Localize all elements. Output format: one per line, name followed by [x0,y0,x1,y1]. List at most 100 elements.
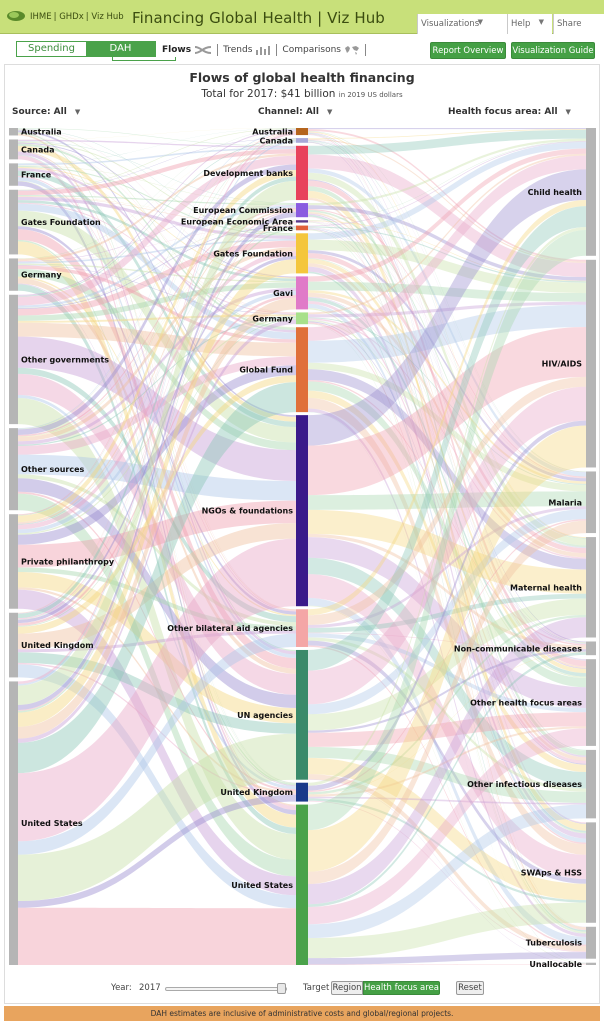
flow-link[interactable] [18,141,296,235]
focus-node[interactable] [586,926,596,959]
flow-link[interactable] [18,210,296,443]
nav-visualizations[interactable]: Visualizations ▼ [417,14,507,34]
flow-link[interactable] [18,225,296,262]
flow-link[interactable] [18,139,296,430]
flow-link[interactable] [18,318,296,627]
target-region-button[interactable]: Region [331,981,363,995]
flow-link[interactable] [308,216,586,930]
flow-link[interactable] [308,210,586,548]
flow-link[interactable] [308,506,586,628]
flow-link[interactable] [18,195,296,205]
channel-node[interactable] [296,203,308,218]
flow-link[interactable] [18,196,296,221]
flow-link[interactable] [18,130,296,429]
flow-link[interactable] [308,637,586,792]
flow-link[interactable] [18,664,296,909]
flow-link[interactable] [18,493,296,877]
flow-link[interactable] [18,319,296,743]
flow-link[interactable] [308,598,586,945]
flow-link[interactable] [308,649,586,733]
channel-filter[interactable]: Channel: All ▼ [258,107,332,117]
flow-link[interactable] [18,131,296,516]
flow-link[interactable] [308,138,586,263]
flow-link[interactable] [18,132,296,652]
flow-link[interactable] [308,197,586,930]
flow-link[interactable] [308,266,586,839]
flow-link[interactable] [308,964,586,965]
source-node[interactable] [9,294,18,425]
flow-link[interactable] [308,779,586,965]
flow-link[interactable] [18,128,296,259]
flow-link[interactable] [308,318,586,559]
flow-link[interactable] [18,177,296,659]
source-filter[interactable]: Source: All ▼ [12,107,80,117]
flow-link[interactable] [18,239,296,786]
focus-node[interactable] [586,641,596,656]
flow-link[interactable] [18,142,296,278]
flow-link[interactable] [308,800,586,953]
flow-link[interactable] [308,138,586,206]
flow-link[interactable] [308,645,586,947]
flow-link[interactable] [18,587,296,794]
flow-link[interactable] [18,264,296,315]
flow-link[interactable] [308,250,586,482]
source-node[interactable] [9,612,18,678]
flow-link[interactable] [308,614,586,795]
source-node[interactable] [9,514,18,609]
flow-link[interactable] [18,284,296,834]
flow-link[interactable] [18,229,296,669]
tab-trends[interactable]: Trends [223,45,271,55]
year-slider[interactable] [165,987,287,991]
flow-link[interactable] [18,226,296,309]
flow-link[interactable] [308,190,586,831]
focus-node[interactable] [586,128,596,256]
channel-node[interactable] [296,220,308,223]
flow-link[interactable] [308,221,586,758]
flow-link[interactable] [18,589,296,896]
flow-link[interactable] [18,251,296,530]
flow-link[interactable] [308,239,586,294]
flow-link[interactable] [18,133,296,807]
flow-link[interactable] [18,474,296,627]
flow-link[interactable] [18,196,296,226]
flow-link[interactable] [18,138,296,297]
flow-link[interactable] [308,129,586,155]
channel-node[interactable] [296,327,308,413]
flow-link[interactable] [308,179,586,643]
flow-link[interactable] [18,204,296,262]
flow-link[interactable] [18,239,296,264]
flow-link[interactable] [308,598,586,731]
flow-link[interactable] [18,175,296,612]
flow-link[interactable] [18,227,296,620]
flow-link[interactable] [18,283,296,787]
flow-link[interactable] [18,322,296,357]
source-node[interactable] [9,163,18,186]
flow-link[interactable] [308,301,586,318]
flow-link[interactable] [308,221,586,548]
flow-link[interactable] [308,214,586,833]
flow-link[interactable] [308,199,586,963]
flow-link[interactable] [18,170,296,523]
flow-link[interactable] [308,617,586,905]
focus-node[interactable] [586,962,596,965]
flow-link[interactable] [308,728,586,925]
channel-node[interactable] [296,225,308,231]
flow-link[interactable] [18,165,296,236]
flow-link[interactable] [18,295,296,626]
flow-link[interactable] [18,129,296,277]
flow-link[interactable] [308,142,586,824]
channel-node[interactable] [296,609,308,647]
flow-link[interactable] [308,411,586,964]
channel-node[interactable] [296,804,308,965]
flow-link[interactable] [18,287,296,445]
flow-link[interactable] [308,200,586,616]
flow-link[interactable] [18,907,296,965]
flow-link[interactable] [18,220,296,437]
flow-link[interactable] [308,952,586,965]
report-overview-button[interactable]: Report Overview [430,42,506,59]
flow-link[interactable] [308,362,586,492]
flow-link[interactable] [18,240,296,316]
brand-link-vizhub[interactable]: Viz Hub [91,12,124,22]
visualization-guide-button[interactable]: Visualization Guide [511,42,595,59]
flow-link[interactable] [18,571,296,724]
